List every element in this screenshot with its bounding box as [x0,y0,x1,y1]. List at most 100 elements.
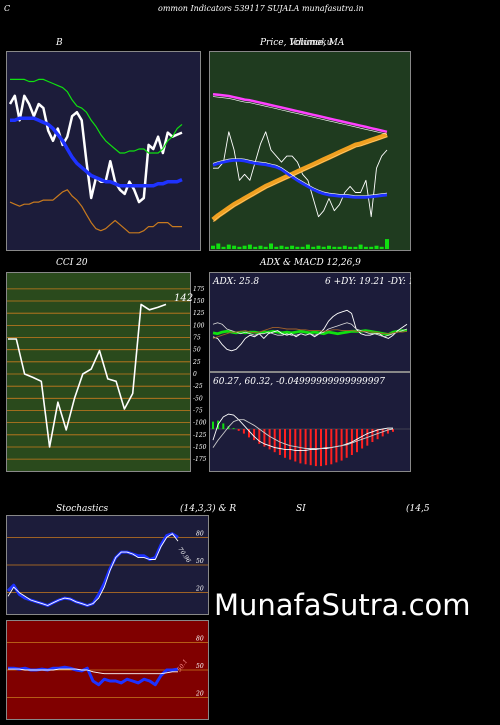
bollinger-plot [8,78,183,234]
volume-bar [379,246,384,249]
price-series-2 [211,132,388,222]
price-ma-plot [211,92,389,249]
volume-bar [226,244,231,249]
volume-bar [242,245,247,249]
cci-tick-label: 100 [193,322,205,329]
rsi-title-params: (14,5 [406,504,430,514]
header-left-letter: C [4,4,11,13]
adx-title: ADX & MACD 12,26,9 [260,258,361,268]
cci-tick-label: -25 [193,383,203,390]
volume-bar [269,243,273,249]
volume-bar [332,246,337,249]
volume-bar [321,246,326,249]
osc-tick-label: 50 [196,558,204,565]
cci-ticks: 175 150 125 100 75 50 25 0 -25 -50 -75 -100 -125 -150… [192,286,207,463]
osc-series-1 [8,668,178,675]
rsi-title: SI [296,504,306,514]
volume-bar [247,244,252,249]
volume-bar [316,245,321,249]
volume-bar [369,246,374,249]
cci-tick-label: 125 [193,310,205,317]
cci-grid [7,288,190,460]
cci-tick-label: 175 [193,286,205,293]
cci-title: CCI 20 [56,258,88,268]
adx-series-2 [212,322,408,338]
cci-tick-label: 0 [193,371,197,378]
volume-bar [253,246,258,249]
adx-plot [212,309,408,352]
osc-tick-label: 20 [195,586,204,593]
adx-info-right: 6 +DY: 19.21 -DY: 11.32 [325,277,411,287]
cci-tick-label: 150 [193,298,205,305]
stochastics-title: Stochastics [56,504,109,514]
stochastics-plot [6,532,179,607]
volume-bar [348,246,353,249]
price-series-1-inner [212,96,388,135]
price-ma-panel [209,51,411,251]
volume-bar [342,245,347,249]
macd-info: 60.27, 60.32, -0.04999999999999997 [213,377,385,387]
osc-tick-label: 80 [196,635,204,642]
volume-bar [327,245,331,249]
osc-series-1 [7,533,179,606]
macd-plot [210,413,410,467]
volume-bar [300,246,305,249]
price-series-3-inner [212,158,388,196]
volume-bar [221,246,226,249]
bollinger-series-2 [10,78,183,154]
price-series-2-inner [212,136,388,222]
volume-bar [311,246,316,249]
volume-bar [216,243,221,249]
cci-tick-label: -175 [193,456,207,463]
watermark: MunafaSutra.com [214,588,471,622]
volume-bar [358,244,363,249]
volume-bar [237,246,242,249]
volume-bar [274,246,279,249]
cci-tick-label: -125 [193,432,207,439]
volume-bar [353,246,358,249]
volume-bar [263,246,268,249]
macd-series-0 [212,413,393,451]
volume-bar [284,246,289,249]
volume-bar [211,245,215,249]
cci-plot [8,303,167,448]
stochastics-grid: 80 50 20 [7,530,208,593]
stochastics-title-params: (14,3,3) & R [180,504,237,514]
adx-series-3 [212,326,408,339]
volume-bar [374,245,379,249]
cci-tick-label: -75 [193,408,203,415]
price-series-1 [212,92,388,134]
cci-tick-label: -100 [193,420,207,427]
volume-bar [363,246,368,249]
header-title: ommon Indicators 539117 SUJALA munafasut… [158,4,364,13]
rsi-plot [8,665,179,687]
price-ma-title: Price, Volume, MA [260,38,345,48]
volume-bar [385,239,389,249]
volume-bar [305,244,310,249]
volume-bar [232,245,237,249]
bollinger-series-3 [9,189,182,234]
cci-value-label: 142 [174,293,193,304]
cci-tick-label: 25 [192,359,201,366]
adx-info: ADX: 25.8 [212,277,259,287]
volume-bar [290,245,295,249]
volume-bar [279,245,284,249]
cci-tick-label: 50 [193,347,201,354]
osc-tick-label: 20 [195,691,204,698]
volume-bar [337,246,342,249]
bollinger-title: B [56,38,63,48]
cci-tick-label: -50 [193,395,203,402]
cci-tick-label: 75 [193,335,201,342]
macd-panel: 60.27, 60.32, -0.04999999999999997 [209,372,411,472]
macd-series-1 [212,419,394,449]
osc-tick-label: 50 [196,663,204,670]
volume-bar [258,245,263,249]
bollinger-series-1 [10,116,183,188]
cci-series-0 [8,303,167,448]
price-ma-title-overlay: Ichimoku [290,38,333,48]
cci-tick-label: -150 [193,444,207,451]
cci-panel: 175 150 125 100 75 50 25 0 -25 -50 -75 -100 -125 -150… [6,272,207,472]
osc-tick-label: 80 [196,530,204,537]
